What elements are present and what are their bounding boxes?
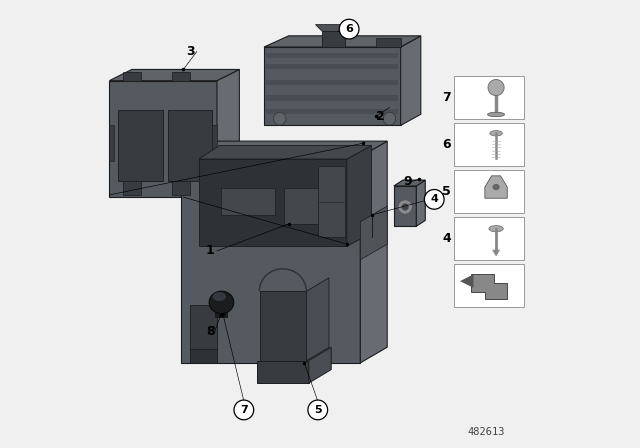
Circle shape bbox=[383, 112, 396, 125]
Polygon shape bbox=[109, 125, 114, 161]
Circle shape bbox=[273, 112, 286, 125]
Circle shape bbox=[308, 400, 328, 420]
Polygon shape bbox=[190, 349, 217, 363]
Polygon shape bbox=[347, 146, 371, 246]
Polygon shape bbox=[168, 110, 212, 181]
Polygon shape bbox=[266, 109, 398, 114]
Polygon shape bbox=[309, 347, 332, 383]
Circle shape bbox=[234, 400, 253, 420]
Text: 4: 4 bbox=[442, 232, 451, 245]
Polygon shape bbox=[266, 80, 398, 85]
Polygon shape bbox=[217, 69, 239, 197]
Polygon shape bbox=[266, 64, 398, 69]
Polygon shape bbox=[401, 36, 421, 125]
Circle shape bbox=[424, 190, 444, 209]
Ellipse shape bbox=[493, 184, 500, 190]
Polygon shape bbox=[284, 188, 320, 224]
Polygon shape bbox=[317, 166, 345, 237]
Polygon shape bbox=[181, 141, 387, 157]
Circle shape bbox=[339, 19, 359, 39]
Ellipse shape bbox=[490, 131, 502, 136]
Polygon shape bbox=[172, 181, 190, 195]
Text: 8: 8 bbox=[206, 325, 214, 338]
Text: 9: 9 bbox=[403, 175, 412, 188]
Text: 7: 7 bbox=[442, 91, 451, 104]
Text: 482613: 482613 bbox=[467, 427, 504, 437]
FancyBboxPatch shape bbox=[454, 217, 524, 260]
Polygon shape bbox=[485, 176, 508, 198]
FancyBboxPatch shape bbox=[454, 123, 524, 166]
Polygon shape bbox=[264, 36, 421, 47]
FancyBboxPatch shape bbox=[454, 76, 524, 119]
Polygon shape bbox=[181, 157, 360, 363]
Polygon shape bbox=[123, 72, 141, 81]
Polygon shape bbox=[212, 125, 217, 161]
Polygon shape bbox=[109, 81, 217, 197]
Polygon shape bbox=[417, 180, 425, 226]
Polygon shape bbox=[394, 180, 425, 186]
Polygon shape bbox=[264, 47, 401, 125]
Ellipse shape bbox=[212, 292, 226, 301]
Polygon shape bbox=[199, 146, 371, 159]
Text: 6: 6 bbox=[345, 24, 353, 34]
Polygon shape bbox=[118, 110, 163, 181]
Text: 2: 2 bbox=[376, 110, 385, 123]
Polygon shape bbox=[123, 181, 141, 195]
Polygon shape bbox=[260, 291, 307, 361]
Circle shape bbox=[488, 80, 504, 96]
Polygon shape bbox=[266, 53, 398, 58]
Polygon shape bbox=[190, 305, 217, 349]
Polygon shape bbox=[221, 188, 275, 215]
Text: 5: 5 bbox=[442, 185, 451, 198]
Circle shape bbox=[398, 200, 412, 214]
Text: 7: 7 bbox=[240, 405, 248, 415]
Polygon shape bbox=[360, 206, 387, 260]
Ellipse shape bbox=[209, 291, 234, 314]
Polygon shape bbox=[376, 38, 401, 47]
FancyBboxPatch shape bbox=[454, 170, 524, 213]
Polygon shape bbox=[307, 278, 329, 361]
Ellipse shape bbox=[489, 226, 503, 232]
Polygon shape bbox=[471, 274, 507, 299]
Circle shape bbox=[401, 203, 409, 211]
Polygon shape bbox=[460, 274, 474, 288]
Text: 5: 5 bbox=[314, 405, 321, 415]
Text: 1: 1 bbox=[206, 244, 214, 258]
Polygon shape bbox=[109, 69, 239, 81]
Polygon shape bbox=[199, 159, 347, 246]
Polygon shape bbox=[257, 361, 309, 383]
Polygon shape bbox=[266, 95, 398, 101]
Text: 4: 4 bbox=[430, 194, 438, 204]
Polygon shape bbox=[215, 302, 228, 318]
Polygon shape bbox=[316, 25, 351, 31]
Polygon shape bbox=[323, 31, 345, 47]
Text: 3: 3 bbox=[186, 45, 195, 58]
Polygon shape bbox=[360, 141, 387, 363]
FancyBboxPatch shape bbox=[454, 264, 524, 307]
Ellipse shape bbox=[488, 112, 504, 117]
Polygon shape bbox=[172, 72, 190, 81]
Polygon shape bbox=[394, 186, 417, 226]
Polygon shape bbox=[492, 250, 500, 256]
Text: 6: 6 bbox=[442, 138, 451, 151]
